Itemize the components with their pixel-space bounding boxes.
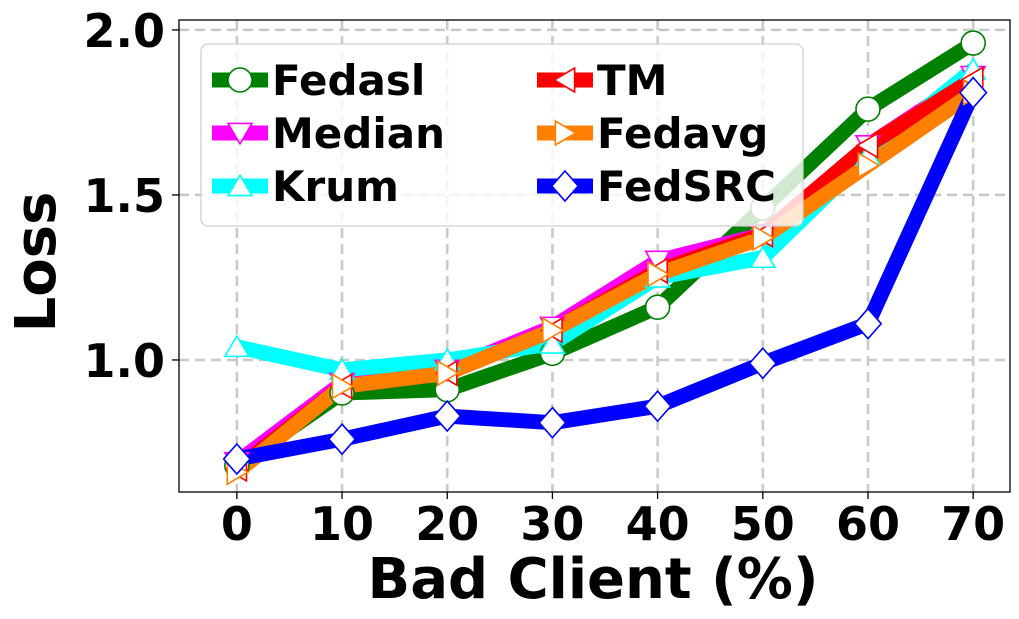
point-fedavg	[752, 224, 776, 252]
legend-marker-tm	[552, 66, 576, 94]
legend-marker-fedasl	[227, 67, 253, 93]
y-axis-ticks: 1.0 1.5 2.0	[84, 4, 179, 388]
legend-marker-fedavg	[554, 119, 578, 147]
plot-frame	[178, 19, 1011, 493]
point-fedavg	[436, 359, 460, 387]
point-fedavg	[542, 316, 565, 344]
x-tick-label: 20	[415, 497, 479, 551]
legend-marker-krum	[226, 173, 254, 197]
series-line-fedsrc	[235, 89, 981, 467]
x-tick-label: 30	[520, 497, 584, 551]
series-markers	[222, 30, 988, 486]
legend-label-tm: TM	[597, 56, 667, 105]
legend-marker-median	[226, 122, 254, 146]
point-fedasl	[855, 96, 881, 122]
point-krum	[539, 331, 566, 354]
x-axis-ticks: 0 10 20 30 40 50 60 70	[221, 492, 1005, 551]
series-lines	[232, 36, 981, 479]
point-tm	[855, 132, 879, 159]
x-axis-title: Bad Client (%)	[368, 547, 819, 612]
point-fedsrc	[327, 422, 357, 456]
point-fedasl	[960, 30, 986, 56]
legend-marker-fedsrc	[550, 169, 580, 203]
legend-label-fedavg: Fedavg	[597, 109, 768, 158]
point-fedavg	[647, 260, 670, 288]
point-krum	[749, 245, 777, 269]
legend-label-krum: Krum	[272, 162, 399, 211]
point-krum	[223, 334, 251, 358]
y-tick-label: 1.0	[84, 334, 166, 388]
point-fedsrc	[432, 399, 462, 433]
legend-label-median: Median	[272, 109, 445, 158]
point-fedsrc	[853, 307, 883, 340]
point-fedsrc	[643, 389, 672, 423]
series-line-fedasl	[232, 36, 978, 472]
x-tick-label: 40	[626, 497, 690, 551]
point-fedsrc	[958, 76, 988, 109]
series-line-fedavg	[232, 86, 978, 479]
x-tick-label: 60	[836, 497, 900, 551]
legend-label-fedasl: Fedasl	[272, 56, 425, 105]
x-tick-label: 0	[221, 497, 253, 551]
point-fedsrc	[748, 347, 778, 380]
y-axis-title: Loss	[4, 192, 69, 333]
y-tick-label: 2.0	[84, 4, 166, 58]
x-tick-label: 10	[310, 497, 374, 551]
point-fedsrc	[538, 406, 567, 439]
point-fedsrc	[222, 442, 252, 476]
y-tick-label: 1.5	[84, 169, 166, 223]
legend-label-fedsrc: FedSRC	[597, 162, 776, 211]
x-tick-label: 70	[941, 497, 1005, 551]
point-fedavg	[857, 151, 881, 179]
x-tick-label: 50	[731, 497, 795, 551]
point-fedasl	[644, 294, 671, 320]
legend-box	[200, 43, 804, 227]
point-fedavg	[331, 372, 355, 400]
